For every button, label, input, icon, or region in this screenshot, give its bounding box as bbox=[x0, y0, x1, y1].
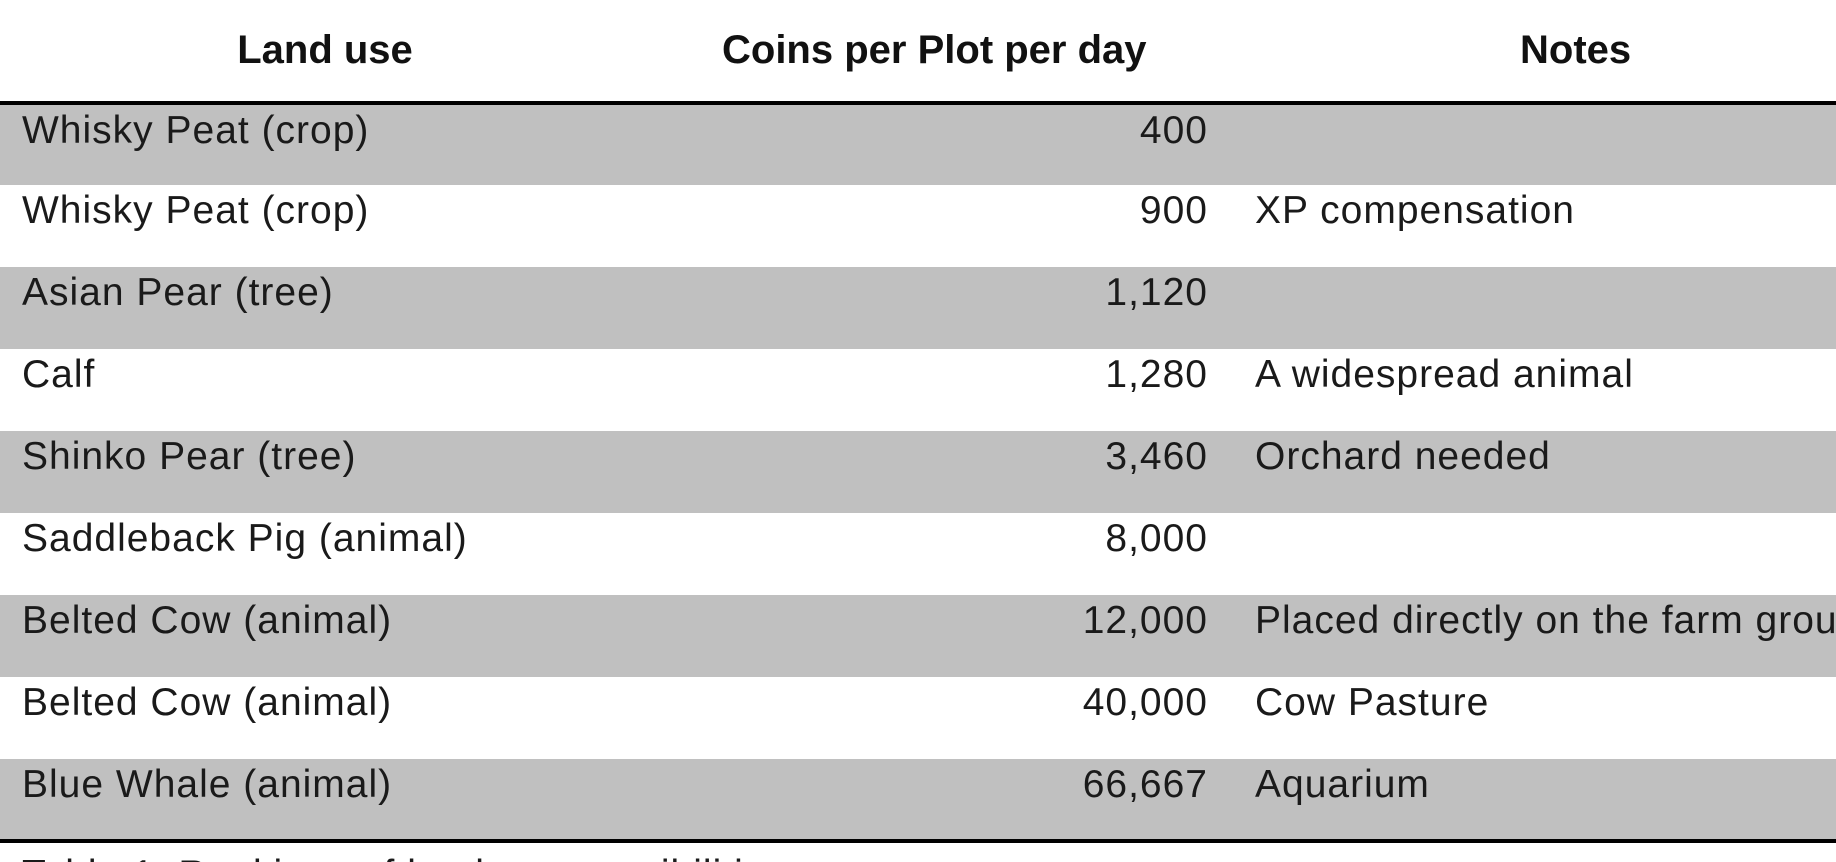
cell-notes: Cow Pasture bbox=[1255, 681, 1490, 724]
cell-coins: 400 bbox=[1139, 109, 1208, 152]
table-row: Whisky Peat (crop) 400 bbox=[0, 103, 1836, 185]
table-row: Shinko Pear (tree) 3,460 Orchard needed bbox=[0, 431, 1836, 513]
cell-notes bbox=[1220, 267, 1836, 349]
land-use-table: Land use Coins per Plot per day Notes Wh… bbox=[0, 0, 1836, 843]
header-row: Land use Coins per Plot per day Notes bbox=[0, 0, 1836, 105]
cell-coins: 1,120 bbox=[1105, 271, 1208, 314]
cell-land-use: Asian Pear (tree) bbox=[22, 271, 334, 314]
table-row: Saddleback Pig (animal) 8,000 bbox=[0, 513, 1836, 595]
cell-notes: XP compensation bbox=[1255, 189, 1575, 232]
cell-coins: 900 bbox=[1139, 189, 1208, 232]
cell-land-use: Blue Whale (animal) bbox=[0, 759, 660, 843]
table-header: Land use Coins per Plot per day Notes bbox=[0, 0, 1836, 105]
cell-notes bbox=[1220, 103, 1836, 185]
table-row: Belted Cow (animal) 12,000 Placed direct… bbox=[0, 595, 1836, 677]
table-caption: Table 1: Rankings of land use possibilit… bbox=[22, 853, 787, 862]
cell-land-use: Belted Cow (animal) bbox=[22, 681, 393, 724]
cell-land-use: Saddleback Pig (animal) bbox=[22, 517, 468, 560]
cell-land-use: Whisky Peat (crop) bbox=[22, 189, 370, 232]
cell-notes: Aquarium bbox=[1220, 759, 1836, 843]
table-body: Whisky Peat (crop) 400 Whisky Peat (crop… bbox=[0, 103, 1836, 843]
table-row: Asian Pear (tree) 1,120 bbox=[0, 267, 1836, 349]
table-row: Blue Whale (animal) 66,667 Aquarium bbox=[0, 759, 1836, 843]
cell-coins: 40,000 bbox=[1082, 681, 1208, 724]
cell-notes bbox=[1220, 513, 1836, 595]
cell-notes: A widespread animal bbox=[1255, 353, 1634, 396]
cell-coins: 12,000 bbox=[1082, 599, 1208, 642]
column-header-land-use: Land use bbox=[0, 0, 660, 105]
cell-coins: 8,000 bbox=[1105, 517, 1208, 560]
cell-land-use: Shinko Pear (tree) bbox=[22, 435, 357, 478]
cell-notes: Placed directly on the farm grou bbox=[1255, 599, 1836, 642]
column-header-notes: Notes bbox=[1220, 0, 1836, 105]
cell-land-use: Whisky Peat (crop) bbox=[22, 109, 370, 152]
table-row: Calf 1,280 A widespread animal bbox=[0, 349, 1836, 431]
cell-coins: 66,667 bbox=[660, 759, 1220, 843]
table-row: Belted Cow (animal) 40,000 Cow Pasture bbox=[0, 677, 1836, 759]
cell-notes: Orchard needed bbox=[1255, 435, 1551, 478]
cell-land-use: Belted Cow (animal) bbox=[22, 599, 393, 642]
table-row: Whisky Peat (crop) 900 XP compensation bbox=[0, 185, 1836, 267]
cell-coins: 3,460 bbox=[1105, 435, 1208, 478]
cell-coins: 1,280 bbox=[1105, 353, 1208, 396]
cell-land-use: Calf bbox=[22, 353, 96, 396]
column-header-coins: Coins per Plot per day bbox=[660, 0, 1220, 105]
